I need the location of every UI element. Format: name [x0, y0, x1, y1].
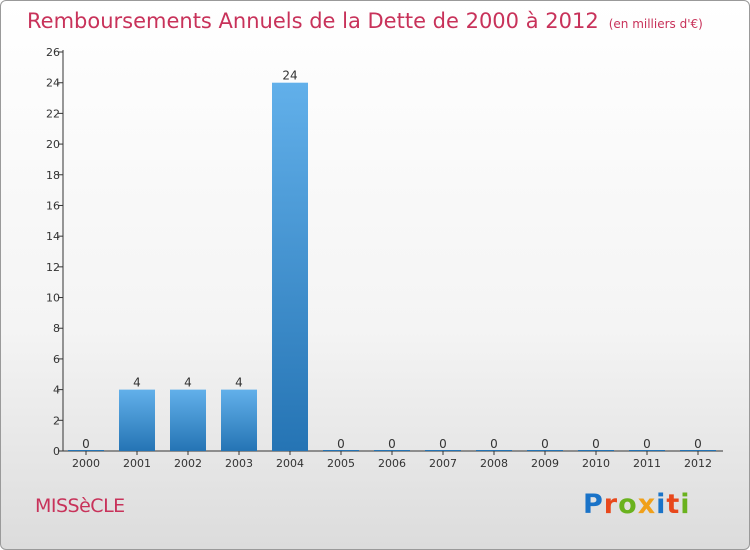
chart-title: Remboursements Annuels de la Dette de 20…	[27, 9, 703, 33]
x-tick-label: 2006	[378, 457, 406, 470]
data-label: 4	[133, 376, 141, 390]
y-tick-label: 16	[46, 199, 60, 212]
bar	[629, 450, 665, 451]
bar	[578, 450, 614, 451]
bar	[68, 450, 104, 451]
y-tick-label: 12	[46, 261, 60, 274]
y-tick-label: 18	[46, 169, 60, 182]
x-tick-label: 2007	[429, 457, 457, 470]
logo-letter: x	[637, 489, 657, 520]
data-label: 24	[282, 69, 297, 83]
x-tick-label: 2008	[480, 457, 508, 470]
data-label: 0	[643, 437, 651, 451]
y-tick-label: 24	[46, 77, 60, 90]
y-tick-label: 8	[53, 322, 60, 335]
logo-letter: i	[680, 489, 691, 520]
y-tick-label: 4	[53, 384, 60, 397]
x-tick-label: 2011	[633, 457, 661, 470]
x-tick-label: 2009	[531, 457, 559, 470]
y-tick-label: 6	[53, 353, 60, 366]
proxiti-logo: Proxiti	[583, 489, 691, 520]
logo-letter: i	[656, 489, 667, 520]
data-label: 4	[184, 376, 192, 390]
x-tick-label: 2005	[327, 457, 355, 470]
bar	[323, 450, 359, 451]
bar	[476, 450, 512, 451]
x-tick-label: 2001	[123, 457, 151, 470]
chart-unit-label: (en milliers d'€)	[608, 17, 703, 31]
data-label: 0	[82, 437, 90, 451]
data-label: 0	[439, 437, 447, 451]
bar	[680, 450, 716, 451]
bar	[374, 450, 410, 451]
bar	[119, 389, 155, 451]
y-tick-label: 20	[46, 138, 60, 151]
data-label: 0	[337, 437, 345, 451]
data-label: 0	[592, 437, 600, 451]
y-tick-label: 2	[53, 414, 60, 427]
x-tick-label: 2000	[72, 457, 100, 470]
data-label: 0	[490, 437, 498, 451]
x-tick-label: 2012	[684, 457, 712, 470]
y-tick-label: 10	[46, 292, 60, 305]
logo-letter: P	[583, 489, 604, 520]
logo-letter: r	[603, 489, 619, 520]
data-label: 0	[694, 437, 702, 451]
bar	[272, 82, 308, 451]
y-tick-label: 14	[46, 230, 60, 243]
x-tick-label: 2010	[582, 457, 610, 470]
logo-letter: t	[666, 489, 681, 520]
bar	[170, 389, 206, 451]
bar	[527, 450, 563, 451]
y-tick-label: 26	[46, 46, 60, 59]
x-tick-label: 2004	[276, 457, 304, 470]
chart-title-text: Remboursements Annuels de la Dette de 20…	[27, 9, 599, 33]
logo-letter: o	[618, 489, 638, 520]
x-tick-label: 2002	[174, 457, 202, 470]
data-label: 4	[235, 376, 243, 390]
x-tick-label: 2003	[225, 457, 253, 470]
bar	[425, 450, 461, 451]
y-tick-label: 0	[53, 445, 60, 458]
y-tick-label: 22	[46, 107, 60, 120]
data-label: 0	[388, 437, 396, 451]
commune-name: MISSèCLE	[35, 495, 125, 517]
bar	[221, 389, 257, 451]
data-label: 0	[541, 437, 549, 451]
